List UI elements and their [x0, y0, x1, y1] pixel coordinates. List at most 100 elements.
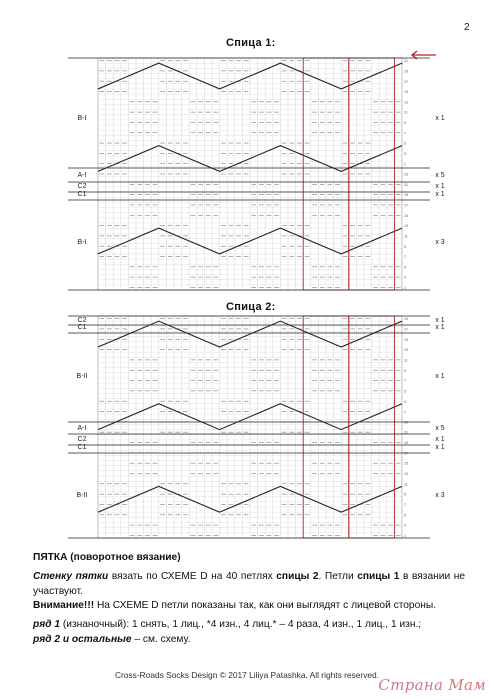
- row-number: 13: [404, 348, 408, 352]
- row-number: 23: [404, 173, 408, 177]
- section-repeat: x 1: [435, 115, 444, 122]
- row-number: 5: [404, 389, 406, 393]
- row-number: 19: [404, 317, 408, 321]
- section-3: C1 x 1: [68, 191, 445, 198]
- row-number: 9: [404, 493, 406, 497]
- section-repeat: x 5: [435, 172, 444, 179]
- paragraph-row-1: ряд 1 (изнаночный): 1 снять, 1 лиц., *4 …: [33, 618, 465, 633]
- row-number: 3: [404, 276, 406, 280]
- attention-term: Внимание!!!: [33, 600, 95, 611]
- row-number: 1: [404, 286, 406, 290]
- row-number: 13: [404, 472, 408, 476]
- section-repeat: x 1: [435, 436, 444, 443]
- row-number: 5: [404, 513, 406, 517]
- page-number: 2: [464, 22, 470, 33]
- highlight-columns: [302, 57, 395, 291]
- section-repeat: x 1: [435, 373, 444, 380]
- row-number: 13: [404, 100, 408, 104]
- row-number: 21: [404, 431, 408, 435]
- row-number: 15: [404, 214, 408, 218]
- heel-wall-text: вязать по СХЕМЕ D на 40 петлях: [108, 571, 277, 582]
- section-repeat: x 3: [435, 239, 444, 246]
- section-label: C2: [78, 317, 87, 324]
- section-label: C1: [78, 191, 87, 198]
- row-number: 17: [404, 204, 408, 208]
- section-label: B-I: [78, 239, 87, 246]
- row-number: 19: [404, 441, 408, 445]
- section-repeat: x 5: [435, 425, 444, 432]
- row-number: 1: [404, 410, 406, 414]
- row-number: 23: [404, 420, 408, 424]
- attention-text: На СХЕМЕ D петли показаны так, как они в…: [94, 600, 437, 611]
- section-4: C2 x 1: [68, 433, 445, 443]
- row-number: 9: [404, 245, 406, 249]
- row-number: 21: [404, 183, 408, 187]
- section-repeat: x 1: [435, 317, 444, 324]
- heel-wall-term: Стенку пятки: [33, 571, 109, 582]
- row-number: 19: [404, 69, 408, 73]
- row-number: 7: [404, 503, 406, 507]
- chart-grid: [97, 315, 403, 539]
- chart-2-title: Спица 2:: [226, 301, 276, 313]
- row-number: 13: [404, 224, 408, 228]
- row-1-text: (изнаночный): 1 снять, 1 лиц., *4 изн., …: [60, 619, 422, 630]
- row-number: 3: [404, 524, 406, 528]
- section-label: A-I: [78, 172, 87, 179]
- heel-heading: ПЯТКА (поворотное вязание): [33, 551, 465, 566]
- heel-heading-text: ПЯТКА (поворотное вязание): [33, 552, 181, 563]
- row-number: 15: [404, 90, 408, 94]
- heel-wall-text-3: в вязании не участвуют.: [33, 571, 465, 597]
- section-6: B-II x 3: [68, 452, 445, 499]
- highlight-columns: [302, 315, 395, 539]
- section-repeat: x 1: [435, 324, 444, 331]
- section-repeat: x 1: [435, 191, 444, 198]
- row-2-text: – см. схему.: [131, 634, 191, 645]
- section-label: C1: [78, 444, 87, 451]
- section-label: B-II: [77, 373, 88, 380]
- watermark-logo: Страна Мам: [378, 676, 486, 694]
- row-number: 11: [404, 358, 408, 362]
- row-number: 5: [404, 265, 406, 269]
- needle-2-term: спицы 2: [276, 571, 319, 582]
- section-label: C1: [78, 324, 87, 331]
- section-0: C2 x 1: [78, 317, 445, 324]
- section-repeat: x 1: [435, 444, 444, 451]
- row-number: 3: [404, 152, 406, 156]
- row-number: 5: [404, 142, 406, 146]
- section-label: B-II: [77, 492, 88, 499]
- row-number: 17: [404, 80, 408, 84]
- paragraph-attention: Внимание!!! На СХЕМЕ D петли показаны та…: [33, 599, 465, 614]
- row-number: 1: [404, 534, 406, 538]
- section-3: A-I x 5: [68, 421, 445, 432]
- row-2-term: ряд 2 и остальные: [33, 634, 132, 645]
- heel-wall-text-2: . Петли: [318, 571, 358, 582]
- row-number: 11: [404, 234, 408, 238]
- section-label: C2: [78, 436, 87, 443]
- row-number: 11: [404, 111, 408, 115]
- chart-1-title: Спица 1:: [226, 37, 276, 49]
- section-repeat: x 3: [435, 492, 444, 499]
- section-2: B-II x 1: [68, 332, 445, 380]
- row-number: 3: [404, 400, 406, 404]
- row-number: 15: [404, 338, 408, 342]
- chart-grid: [97, 57, 403, 291]
- knitting-chart-2: 1357911131517192123135791113151719C2x 1C…: [68, 315, 445, 539]
- row-number: 21: [404, 59, 408, 63]
- section-0: B-I x 1: [78, 115, 445, 122]
- row-number: 11: [404, 482, 408, 486]
- row-number: 1: [404, 162, 406, 166]
- paragraph-row-2: ряд 2 и остальные – см. схему.: [33, 633, 465, 648]
- row-1-term: ряд 1: [33, 619, 61, 630]
- section-label: C2: [78, 183, 87, 190]
- row-number: 7: [404, 379, 406, 383]
- row-number: 9: [404, 369, 406, 373]
- footer-copyright: Cross-Roads Socks Design © 2017 Liliya P…: [114, 670, 380, 680]
- section-2: C2 x 1: [68, 181, 445, 190]
- row-number: 17: [404, 327, 408, 331]
- paragraph-heel-wall: Стенку пятки вязать по СХЕМЕ D на 40 пет…: [33, 570, 465, 600]
- row-number: 7: [404, 255, 406, 259]
